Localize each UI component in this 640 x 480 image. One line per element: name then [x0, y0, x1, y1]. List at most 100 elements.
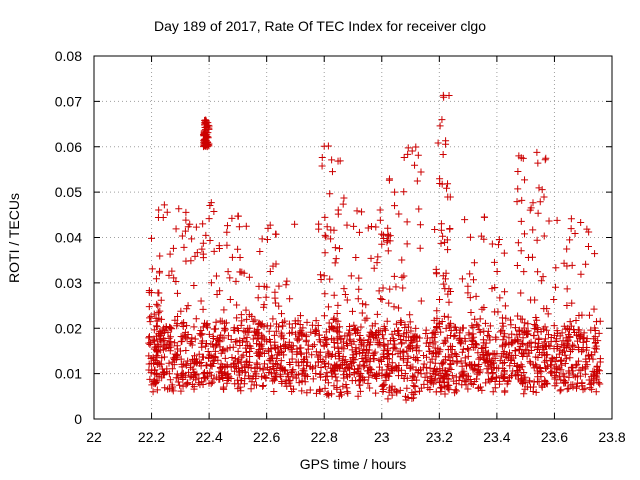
data-point: [461, 216, 469, 224]
data-point: [566, 318, 574, 326]
data-point: [242, 222, 250, 230]
data-point: [436, 346, 444, 354]
data-point: [199, 220, 207, 228]
data-point: [355, 345, 363, 353]
data-point: [272, 230, 280, 238]
data-point: [379, 331, 387, 339]
data-point: [447, 319, 455, 327]
data-point: [309, 342, 317, 350]
data-point: [431, 359, 439, 367]
data-point: [323, 369, 331, 377]
data-point: [312, 362, 320, 370]
data-point: [379, 284, 387, 292]
data-points: [145, 91, 604, 404]
data-point: [467, 379, 475, 387]
data-point: [354, 365, 362, 373]
data-point: [191, 370, 199, 378]
data-point: [369, 352, 377, 360]
data-point: [192, 223, 200, 231]
data-point: [430, 329, 438, 337]
data-point: [161, 384, 169, 392]
data-point: [315, 220, 323, 228]
data-point: [575, 357, 583, 365]
data-point: [535, 335, 543, 343]
data-point: [568, 299, 576, 307]
data-point: [185, 368, 193, 376]
data-point: [334, 317, 342, 325]
data-point: [417, 297, 425, 305]
data-point: [542, 343, 550, 351]
data-point: [566, 348, 574, 356]
data-point: [424, 384, 432, 392]
data-point: [199, 305, 207, 313]
data-point: [534, 159, 542, 167]
data-point: [419, 364, 427, 372]
data-point: [547, 369, 555, 377]
data-point: [440, 339, 448, 347]
data-point: [331, 259, 339, 267]
data-point: [543, 379, 551, 387]
data-point: [381, 371, 389, 379]
data-point: [591, 339, 599, 347]
data-point: [395, 210, 403, 218]
data-point: [264, 363, 272, 371]
plot-frame: [93, 55, 613, 420]
data-point: [557, 366, 565, 374]
data-point: [152, 275, 160, 283]
data-point: [278, 331, 286, 339]
data-point: [456, 373, 464, 381]
data-point: [468, 322, 476, 330]
data-point: [228, 214, 236, 222]
data-point: [553, 379, 561, 387]
data-point: [472, 292, 480, 300]
data-point: [286, 295, 294, 303]
data-point: [527, 338, 535, 346]
data-point: [318, 162, 326, 170]
data-point: [495, 235, 503, 243]
data-point: [210, 247, 218, 255]
data-point: [286, 343, 294, 351]
data-point: [343, 363, 351, 371]
data-point: [517, 372, 525, 380]
data-point: [389, 351, 397, 359]
data-point: [343, 384, 351, 392]
data-point: [373, 370, 381, 378]
data-point: [414, 357, 422, 365]
data-point: [270, 388, 278, 396]
data-point: [273, 351, 281, 359]
data-point: [441, 238, 449, 246]
data-point: [191, 335, 199, 343]
data-point: [530, 321, 538, 329]
data-point: [304, 358, 312, 366]
data-point: [251, 368, 259, 376]
data-point: [446, 287, 454, 295]
data-point: [283, 382, 291, 390]
data-point: [150, 326, 158, 334]
data-point: [557, 357, 565, 365]
data-point: [316, 338, 324, 346]
data-point: [471, 315, 479, 323]
data-point: [321, 359, 329, 367]
data-point: [516, 343, 524, 351]
data-point: [233, 324, 241, 332]
data-point: [542, 154, 550, 162]
data-point: [190, 281, 198, 289]
data-point: [397, 340, 405, 348]
data-point: [219, 383, 227, 391]
data-point: [440, 373, 448, 381]
data-point: [253, 325, 261, 333]
data-point: [400, 272, 408, 280]
data-point: [423, 353, 431, 361]
data-point: [330, 382, 338, 390]
data-point: [560, 259, 568, 267]
data-point: [340, 285, 348, 293]
data-point: [406, 311, 414, 319]
data-point: [450, 377, 458, 385]
data-point: [343, 221, 351, 229]
data-point: [153, 360, 161, 368]
data-point: [224, 374, 232, 382]
data-point: [335, 348, 343, 356]
data-point: [517, 289, 525, 297]
data-point: [346, 337, 354, 345]
data-point: [237, 321, 245, 329]
